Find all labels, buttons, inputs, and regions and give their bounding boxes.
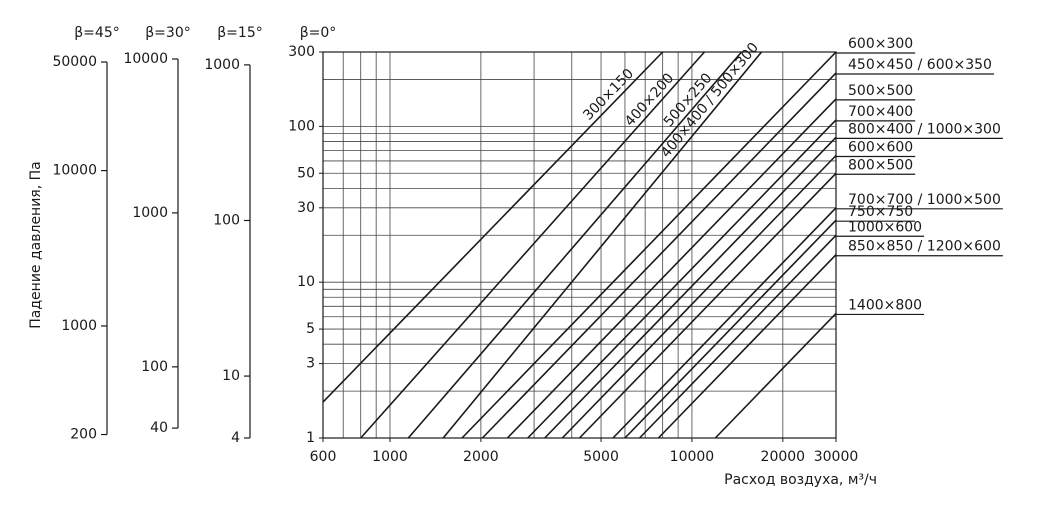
scale-tick-label: 40 [150, 420, 168, 436]
x-tick-label: 10000 [670, 449, 715, 465]
series-label: 600×300 [848, 36, 913, 52]
scale-tick-label: 200 [70, 427, 97, 443]
scale-tick-label: 10000 [123, 51, 168, 67]
scale-tick-label: 10000 [52, 163, 97, 179]
scale-tick-label: 10 [222, 368, 240, 384]
series-line [407, 51, 743, 439]
series-line [612, 207, 837, 439]
series-line [461, 51, 837, 439]
series-label: 1400×800 [848, 297, 922, 313]
scale-tick-label: 100 [213, 212, 240, 228]
series-line [714, 312, 837, 439]
x-tick-label: 600 [310, 449, 337, 465]
scale-tick-label: 1000 [132, 205, 168, 221]
series-line [322, 51, 664, 403]
scale-tick-label: 100 [141, 359, 168, 375]
series-label: 800×400 / 1000×300 [848, 121, 1001, 137]
scale-tick-label: 1000 [61, 318, 97, 334]
series-line [657, 254, 837, 439]
x-axis-title: Расход воздуха, м³/ч [724, 472, 877, 488]
scale-label: β=15° [217, 25, 262, 41]
scale-tick-label: 4 [231, 430, 240, 446]
series-label: 600×600 [848, 140, 913, 156]
series-line [527, 119, 837, 439]
y-tick-label: 1 [306, 430, 315, 446]
x-tick-label: 5000 [583, 449, 619, 465]
series-line [624, 219, 837, 439]
series-label: 450×450 / 600×350 [848, 57, 992, 73]
scale-label: β=0° [300, 25, 337, 41]
x-tick-label: 2000 [463, 449, 499, 465]
plot-frame [322, 51, 837, 439]
series-label: 700×700 / 1000×500 [848, 192, 1001, 208]
series-line [360, 51, 706, 439]
series-label: 850×850 / 1200×600 [848, 239, 1001, 255]
scale-label: β=45° [74, 25, 119, 41]
y-tick-label: 10 [297, 274, 315, 290]
x-tick-label: 30000 [814, 449, 859, 465]
scale-label: β=30° [145, 25, 190, 41]
y-axis-title: Падение давления, Па [28, 161, 44, 328]
y-tick-label: 300 [288, 44, 315, 60]
y-tick-label: 30 [297, 200, 315, 216]
series-line [481, 72, 837, 439]
series-label: 700×400 [848, 104, 913, 120]
y-tick-label: 3 [306, 356, 315, 372]
series-line [506, 98, 837, 439]
series-line [561, 154, 837, 439]
series-label: 750×750 [848, 204, 913, 220]
series-line [442, 51, 763, 439]
series-label: 400×400 / 500×300 [658, 40, 762, 161]
series-label: 1000×600 [848, 219, 922, 235]
scale-tick-label: 1000 [204, 57, 240, 73]
y-tick-label: 5 [306, 321, 315, 337]
x-tick-label: 1000 [372, 449, 408, 465]
series-line [578, 172, 837, 439]
y-tick-label: 50 [297, 165, 315, 181]
series-label: 500×500 [848, 83, 913, 99]
series-line [544, 136, 837, 439]
y-tick-label: 100 [288, 118, 315, 134]
series-label: 800×500 [848, 157, 913, 173]
scale-tick-label: 50000 [52, 54, 97, 70]
x-tick-label: 20000 [761, 449, 806, 465]
series-line [639, 234, 837, 439]
